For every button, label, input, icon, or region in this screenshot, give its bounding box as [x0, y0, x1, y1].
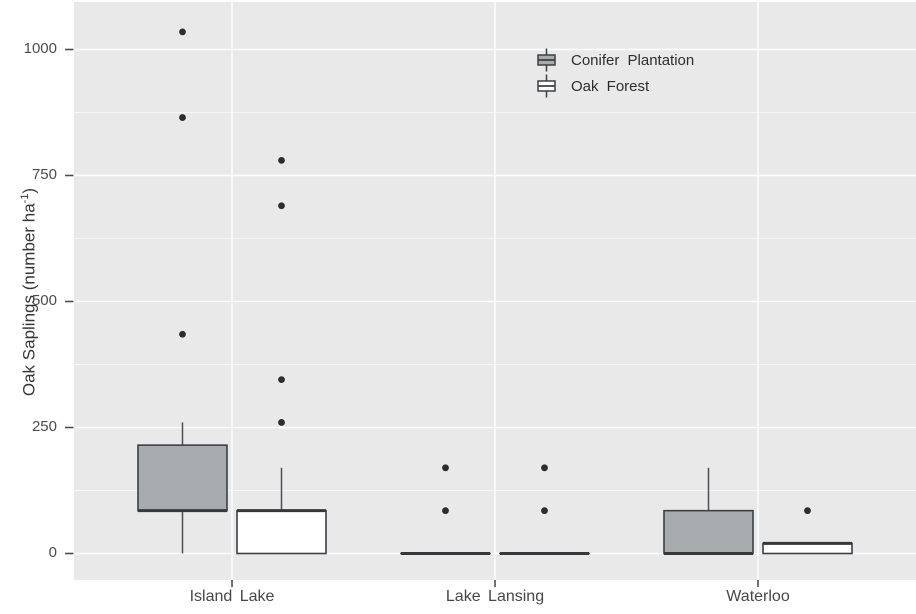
legend-label-oak: Oak Forest	[571, 77, 650, 95]
outlier-dot	[442, 464, 449, 472]
outlier-dot	[541, 464, 548, 472]
boxplot-box	[762, 542, 853, 555]
y-tick-label: 1000	[23, 40, 57, 57]
outlier-dot	[541, 507, 548, 515]
y-tick-label: 250	[31, 418, 57, 435]
outlier-dot	[179, 28, 186, 36]
outlier-dot	[278, 156, 285, 164]
boxplot-key-icon	[537, 74, 556, 98]
x-axis-label: Island Lake	[189, 588, 275, 605]
outlier-dot	[179, 114, 186, 121]
y-tick-label: 0	[48, 544, 57, 561]
x-axis-label: Waterloo	[726, 588, 790, 605]
outlier-dot	[442, 507, 449, 515]
y-tick-label: 500	[31, 292, 57, 309]
legend: Conifer Plantation Oak Forest	[537, 47, 694, 99]
legend-item-conifer: Conifer Plantation	[537, 47, 694, 73]
outlier-dot	[179, 330, 186, 338]
boxplot-box	[663, 509, 754, 555]
y-axis-title-close: )	[19, 187, 39, 194]
legend-label-conifer: Conifer Plantation	[571, 51, 695, 69]
x-axis-label: Lake Lansing	[445, 588, 545, 605]
outlier-dot	[804, 507, 811, 515]
y-axis-title-superscript: -1	[19, 193, 31, 204]
boxplot-box	[137, 444, 228, 512]
outlier-dot	[278, 376, 285, 384]
outlier-dot	[278, 419, 285, 426]
y-tick-label: 750	[31, 166, 57, 183]
boxplot-box	[236, 509, 327, 555]
boxplot-key-icon	[537, 48, 556, 72]
legend-item-oak: Oak Forest	[537, 73, 694, 99]
outlier-dot	[278, 202, 285, 210]
